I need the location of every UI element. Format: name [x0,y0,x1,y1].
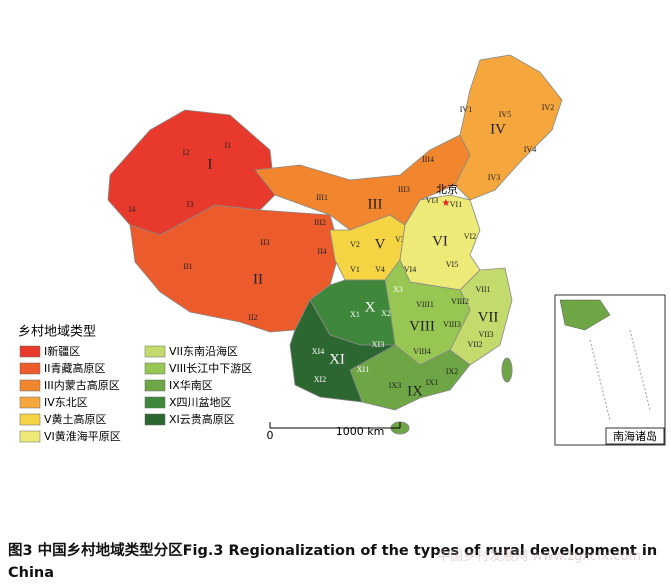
subregion-label: III3 [398,185,410,194]
legend-swatch [19,379,41,392]
subregion-label: IV4 [524,145,536,154]
legend-swatch [19,430,41,443]
region-label: VIII [409,318,435,334]
subregion-label: VII3 [478,330,493,339]
subregion-label: XI1 [357,365,369,374]
subregion-label: VI4 [404,265,416,274]
region-label: X [365,299,376,315]
region-label: III [368,196,383,212]
subregion-label: IX3 [389,381,401,390]
subregion-label: XI2 [314,375,326,384]
region-label: XI [329,351,345,367]
region-area [349,344,471,411]
watermark: 中国乡村发展网 www.zgxcfx.com [437,549,641,564]
subregion-label: VII2 [467,340,482,349]
subregion-label: V3 [395,235,405,244]
legend-swatch [144,396,166,409]
inset-title: 南海诸岛 [613,429,657,443]
regions: II1I2I3I4IIII1II2II3II4II5IIIIII1III2III… [107,54,605,435]
legend-label: VII东南沿海区 [169,344,238,358]
region-label: I [208,156,213,172]
region-label: IX [407,383,423,399]
subregion-label: X1 [350,310,360,319]
subregion-label: VI5 [446,260,458,269]
inset-dots [589,329,651,421]
legend-swatch [19,345,41,358]
legend-label: VI黄淮海平原区 [44,429,121,443]
subregion-label: I3 [187,200,194,209]
subregion-label: X3 [393,285,403,294]
subregion-label: IV3 [488,173,500,182]
subregion-label: II2 [248,313,257,322]
scale-end: 1000 km [336,425,385,438]
subregion-label: XI3 [372,340,384,349]
subregion-label: VI3 [426,196,438,205]
inset-title-box [605,427,665,445]
subregion-label: V1 [350,265,360,274]
capital-star: ★ [442,198,451,209]
subregion-label: II3 [260,238,269,247]
capital-label: 北京 [436,182,458,196]
subregion-label: VI2 [464,232,476,241]
subregion-label: II1 [183,262,192,271]
subregion-label: VII1 [475,285,490,294]
region-label: II [253,271,263,287]
legend-swatch [19,396,41,409]
legend-label: IV东北区 [44,396,88,409]
scale-start: 0 [267,429,274,442]
legend-label: II青藏高原区 [44,361,106,375]
subregion-label: VI1 [450,200,462,209]
subregion-label: IX1 [426,378,438,387]
legend-swatch [144,413,166,426]
subregion-label: VIII4 [413,347,431,356]
legend-swatch [144,345,166,358]
legend-swatch [144,362,166,375]
legend: I新疆区 II青藏高原区 III内蒙古高原区 IV东北区 V黄土高原区 VI黄淮海平原区 V… [19,344,252,443]
subregion-label: IX2 [446,367,458,376]
region-label: V [375,236,386,252]
region-area [107,109,276,236]
subregion-label: I1 [225,141,232,150]
inset-land [559,299,611,331]
subregion-label: I4 [129,205,136,214]
legend-title: 乡村地域类型 [18,325,96,340]
taiwan [501,357,513,383]
subregion-label: XI4 [312,347,324,356]
subregion-label: VIII1 [416,300,434,309]
legend-label: III内蒙古高原区 [44,378,120,392]
subregion-label: III2 [314,218,326,227]
legend-swatch [19,413,41,426]
subregion-label: X2 [381,309,391,318]
subregion-label: III1 [316,193,328,202]
legend-label: V黄土高原区 [44,412,107,426]
region-area [289,299,397,403]
region-label: VII [478,309,499,325]
legend-swatch [19,362,41,375]
legend-label: VIII长江中下游区 [169,362,252,375]
subregion-label: II4 [317,247,326,256]
subregion-label: IV1 [460,105,472,114]
subregion-label: V2 [350,240,360,249]
map: II1I2I3I4IIII1II2II3II4II5IIIIII1III2III… [18,54,666,446]
caption: 图3 中国乡村地域类型分区Fig.3 Regionalization of th… [8,543,658,581]
subregion-label: IV5 [499,110,511,119]
legend-swatch [144,379,166,392]
subregion-label: IV2 [542,103,554,112]
legend-label: I新疆区 [44,344,80,358]
legend-label: X四川盆地区 [169,395,232,409]
subregion-label: VIII3 [443,320,461,329]
subregion-label: VIII2 [451,297,469,306]
region-label: IV [490,121,506,137]
legend-label: XI云贵高原区 [169,412,235,426]
region-area [454,54,563,201]
region-label: VI [432,233,448,249]
subregion-label: I2 [183,148,190,157]
subregion-label: V4 [375,265,385,274]
subregion-label: III4 [422,155,434,164]
legend-label: IX华南区 [169,378,213,392]
